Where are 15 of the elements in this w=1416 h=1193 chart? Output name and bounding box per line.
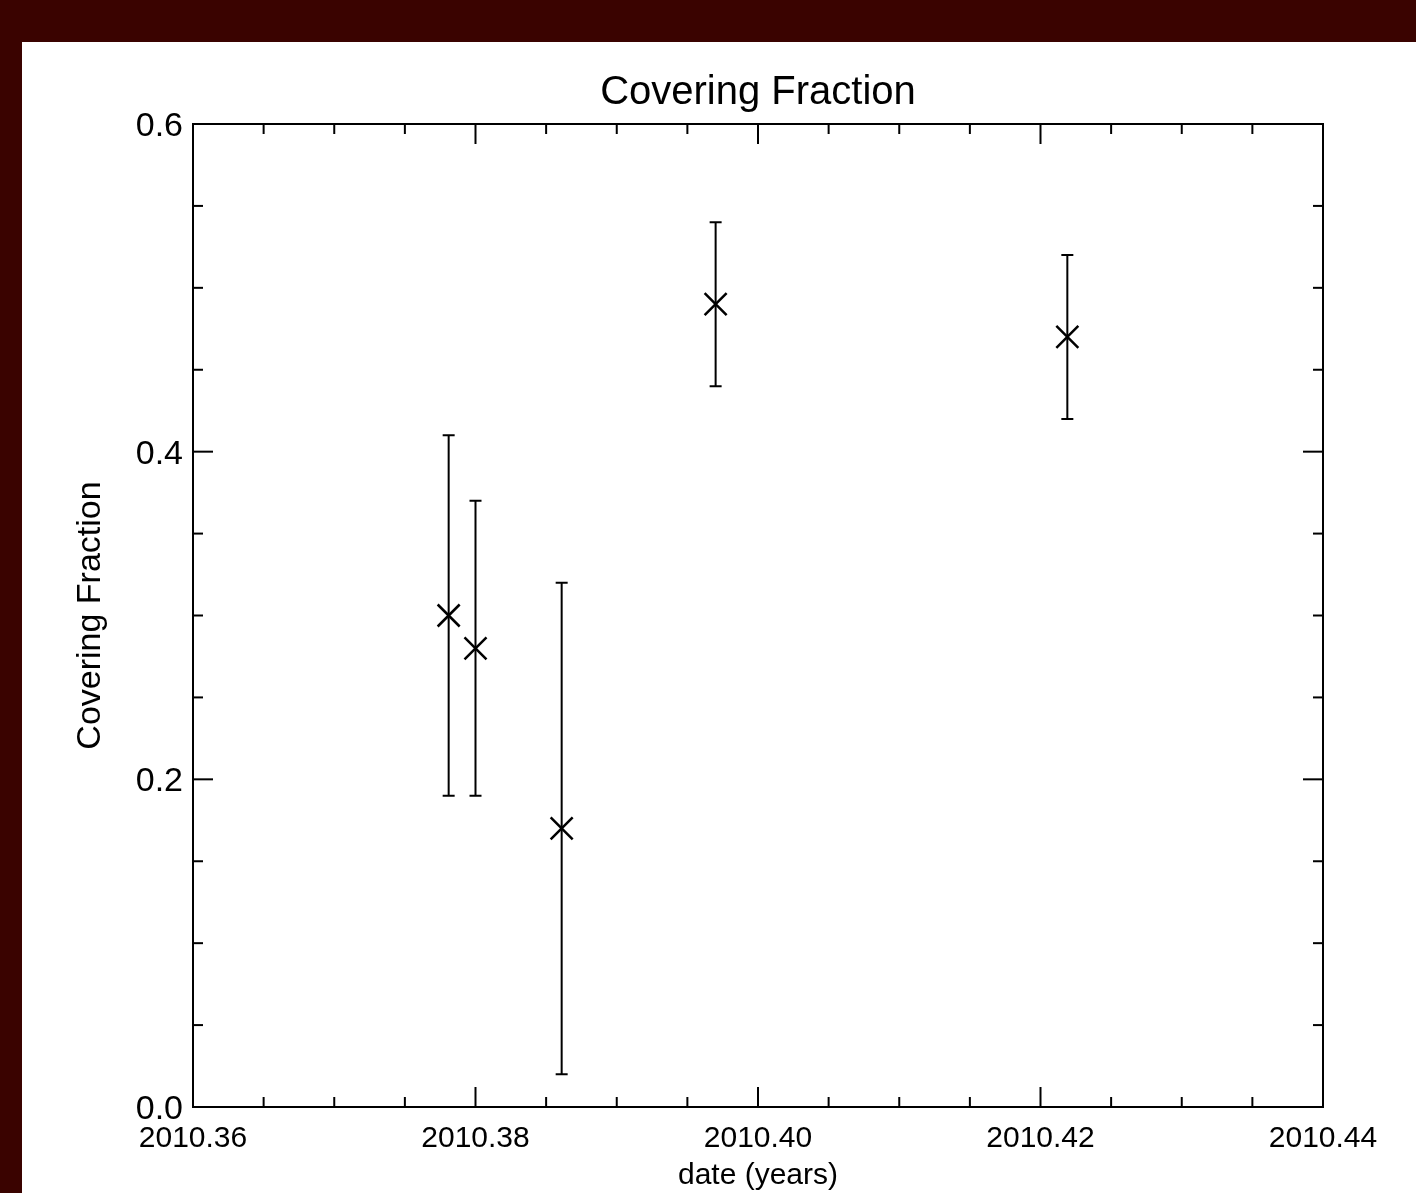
x-tick-label: 2010.42 (986, 1120, 1095, 1153)
y-tick-label: 0.4 (135, 432, 183, 471)
point (703, 291, 728, 317)
y-tick-label: 0.6 (135, 105, 183, 143)
x-tick-label: 2010.38 (421, 1120, 530, 1153)
x-axis-title: date (years) (677, 1157, 839, 1190)
x-tick-label: 2010.40 (703, 1120, 813, 1153)
point (463, 636, 488, 661)
chart-title: Covering Fraction (600, 68, 916, 112)
y-axis-title: Covering Fraction (69, 481, 107, 750)
point (1055, 324, 1080, 350)
point (549, 816, 574, 841)
y-tick-label: 0.2 (135, 760, 183, 799)
point (436, 603, 461, 628)
x-tick-label: 2010.44 (1268, 1120, 1378, 1153)
